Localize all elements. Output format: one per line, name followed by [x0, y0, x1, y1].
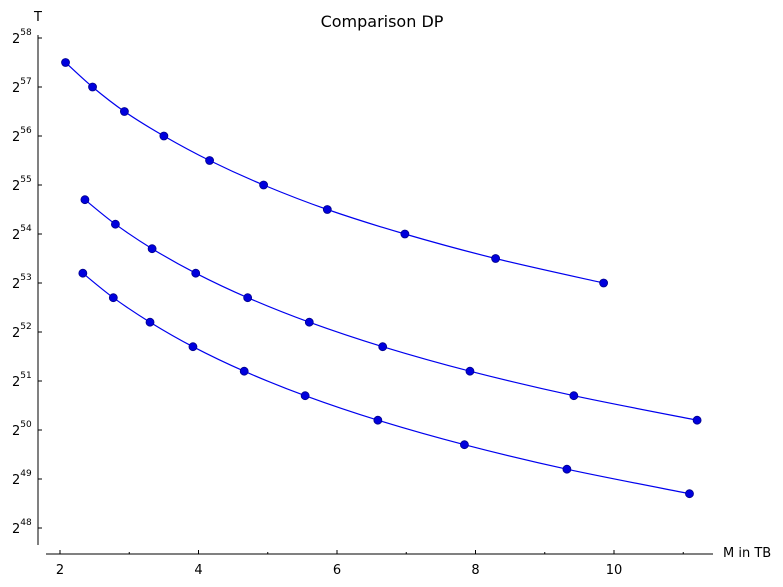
y-tick-label: 251: [12, 371, 32, 390]
y-tick-label: 257: [12, 77, 32, 96]
y-tick-label: 253: [12, 273, 32, 292]
data-point: [373, 415, 383, 425]
y-tick-label: 254: [12, 224, 32, 243]
data-point: [304, 317, 314, 327]
y-axis-label: T: [33, 10, 42, 25]
series-line-1: [65, 62, 604, 284]
data-point: [599, 278, 609, 288]
data-point: [300, 391, 310, 401]
axis-ticks: 2 4 6 8 10 248 249 250 251 252 253 254 255 256 257 258: [12, 28, 684, 578]
data-point: [88, 82, 97, 92]
data-point: [378, 342, 388, 352]
y-tick-label: 255: [12, 175, 32, 194]
data-point: [400, 229, 410, 239]
y-tick-label: 252: [12, 322, 32, 341]
data-point: [80, 195, 90, 205]
data-point: [465, 366, 475, 376]
data-point: [145, 317, 155, 327]
data-point: [243, 293, 253, 303]
x-tick-label: 4: [194, 563, 202, 578]
data-point: [120, 107, 129, 116]
data-point: [205, 156, 214, 165]
y-tick-label: 249: [12, 469, 32, 488]
data-point: [562, 464, 572, 474]
x-tick-label: 2: [56, 563, 64, 578]
data-point: [322, 205, 332, 214]
data-point: [61, 58, 70, 67]
series-line-2: [84, 199, 698, 421]
data-point: [191, 268, 201, 278]
data-point: [147, 244, 157, 254]
x-tick-label: 10: [606, 563, 623, 578]
data-point: [188, 342, 198, 352]
data-point: [239, 366, 249, 376]
data-point: [78, 268, 88, 278]
data-point: [460, 440, 469, 450]
data-point: [159, 131, 169, 141]
data-point: [692, 415, 702, 425]
series-layer: [61, 58, 702, 499]
y-tick-label: 248: [12, 518, 32, 537]
y-tick-label: 258: [12, 28, 32, 47]
y-tick-label: 250: [12, 420, 32, 439]
data-point: [685, 489, 694, 499]
data-point: [111, 219, 120, 229]
data-point: [569, 391, 579, 401]
data-point: [259, 180, 268, 190]
data-point: [491, 254, 500, 263]
y-tick-label: 256: [12, 126, 32, 145]
chart-title: Comparison DP: [321, 12, 444, 31]
x-tick-label: 6: [333, 563, 341, 578]
x-axis-label: M in TB: [723, 546, 771, 561]
data-point: [108, 293, 118, 303]
x-tick-label: 8: [471, 563, 479, 578]
series-line-3: [82, 272, 690, 495]
